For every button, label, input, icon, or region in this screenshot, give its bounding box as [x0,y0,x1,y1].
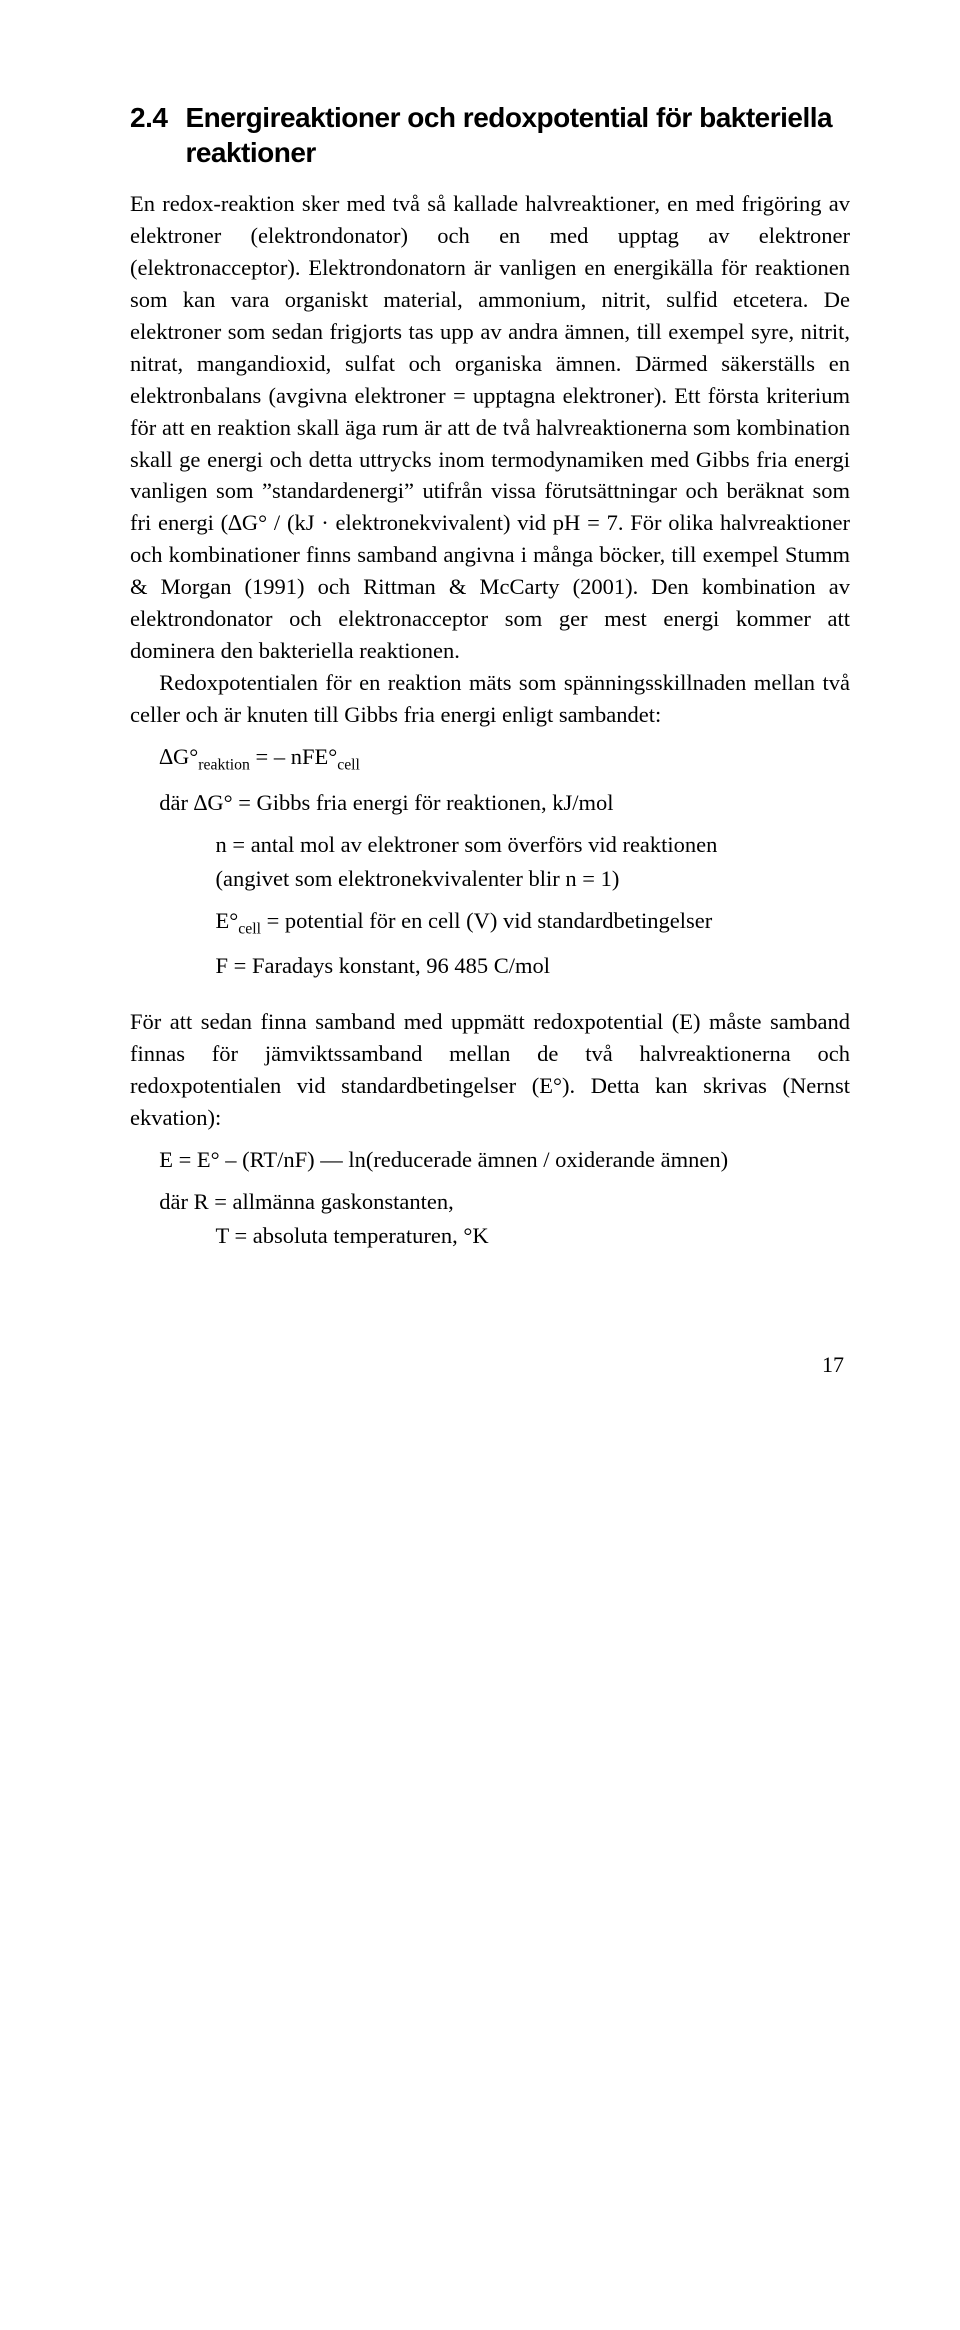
where1-line3: (angivet som elektronekvivalenter blir n… [216,863,851,895]
section-heading: 2.4 Energireaktioner och redoxpotential … [130,100,850,170]
paragraph-3: För att sedan finna samband med uppmätt … [130,1006,850,1134]
where2-line2: T = absoluta temperaturen, °K [216,1220,851,1252]
eq1-sub1: reaktion [198,756,250,773]
where-block-2: där R = allmänna gaskonstanten, T = abso… [159,1186,850,1252]
eq1-lhs: ∆G° [159,744,198,769]
where1-line5: F = Faradays konstant, 96 485 C/mol [216,950,851,982]
equation-2: E = E° – (RT/nF) — ln(reducerade ämnen /… [159,1144,850,1176]
equation-1: ∆G°reaktion = – nFE°cell [159,741,850,777]
where1-line2: n = antal mol av elektroner som överförs… [216,829,851,861]
where1-line4: E°cell = potential för en cell (V) vid s… [216,905,851,941]
paragraph-1: En redox-reaktion sker med två så kallad… [130,188,850,667]
where1-l4-sub: cell [238,920,261,937]
paragraph-2: Redoxpotentialen för en reaktion mäts so… [130,667,850,731]
where1-l4-post: = potential för en cell (V) vid standard… [261,908,712,933]
document-page: 2.4 Energireaktioner och redoxpotential … [0,0,960,1438]
eq1-mid: = – nFE° [250,744,337,769]
where-block-1: där ∆G° = Gibbs fria energi för reaktion… [159,787,850,983]
eq1-sub2: cell [337,756,360,773]
section-number: 2.4 [130,100,167,135]
where2-line1: där R = allmänna gaskonstanten, [159,1186,850,1218]
where1-line1: där ∆G° = Gibbs fria energi för reaktion… [159,787,850,819]
page-number: 17 [130,1352,850,1378]
where1-l4-pre: E° [216,908,239,933]
section-title: Energireaktioner och redoxpotential för … [185,100,850,170]
